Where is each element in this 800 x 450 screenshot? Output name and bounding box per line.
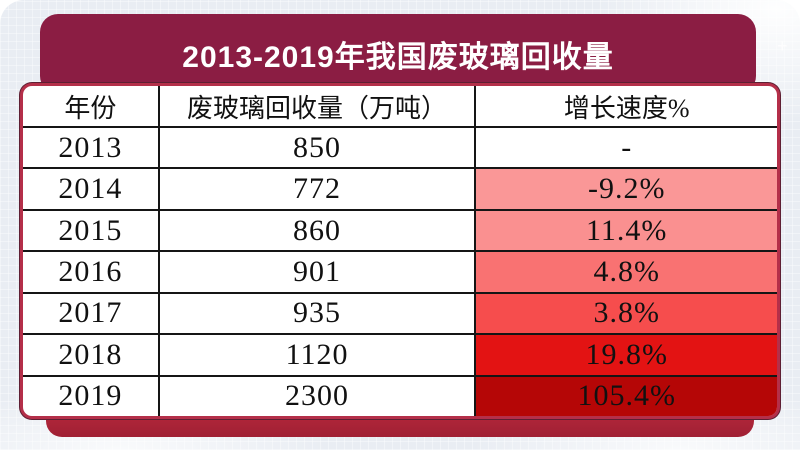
volume-cell: 860 xyxy=(157,208,477,253)
volume-cell: 1120 xyxy=(157,333,477,377)
header-growth: 增长速度% xyxy=(474,86,777,128)
header-year: 年份 xyxy=(23,86,160,128)
year-cell: 2014 xyxy=(23,167,160,211)
table-row: 2019 2300 105.4% xyxy=(23,374,777,416)
year-cell: 2018 xyxy=(23,333,160,377)
year-cell: 2016 xyxy=(23,250,160,294)
table-row: 2014 772 -9.2% xyxy=(23,167,777,211)
header-volume: 废玻璃回收量（万吨） xyxy=(157,86,477,128)
growth-cell: 3.8% xyxy=(474,291,777,336)
growth-cell: 19.8% xyxy=(474,333,777,377)
table-row: 2015 860 11.4% xyxy=(23,208,777,253)
year-cell: 2015 xyxy=(23,208,160,253)
table-row: 2017 935 3.8% xyxy=(23,291,777,336)
year-cell: 2013 xyxy=(23,125,160,170)
volume-cell: 772 xyxy=(157,167,477,211)
volume-cell: 2300 xyxy=(157,374,477,416)
growth-cell: 11.4% xyxy=(474,208,777,253)
year-cell: 2019 xyxy=(23,374,160,416)
table-row: 2016 901 4.8% xyxy=(23,250,777,294)
recycling-table: 年份 废玻璃回收量（万吨） 增长速度% 2013 850 - 2014 772 … xyxy=(23,86,777,416)
growth-cell: -9.2% xyxy=(474,167,777,211)
table-header-row: 年份 废玻璃回收量（万吨） 增长速度% xyxy=(23,86,777,128)
volume-cell: 901 xyxy=(157,250,477,294)
growth-cell: 4.8% xyxy=(474,250,777,294)
volume-cell: 850 xyxy=(157,125,477,170)
growth-cell: 105.4% xyxy=(474,374,777,416)
table-card: 年份 废玻璃回收量（万吨） 增长速度% 2013 850 - 2014 772 … xyxy=(20,83,780,419)
title-banner: 2013-2019年我国废玻璃回收量 xyxy=(40,14,756,94)
growth-cell: - xyxy=(474,125,777,170)
volume-cell: 935 xyxy=(157,291,477,336)
table-row: 2013 850 - xyxy=(23,125,777,170)
page-title: 2013-2019年我国废玻璃回收量 xyxy=(182,41,614,74)
sparkle-icon: + xyxy=(777,36,788,56)
table-row: 2018 1120 19.8% xyxy=(23,333,777,377)
year-cell: 2017 xyxy=(23,291,160,336)
